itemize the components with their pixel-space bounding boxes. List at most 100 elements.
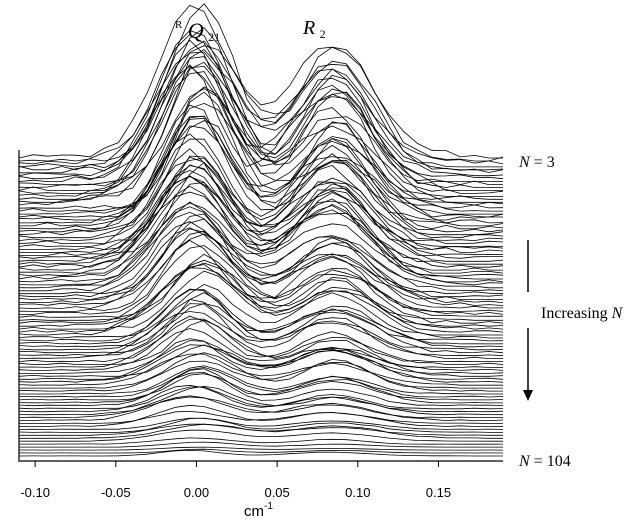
spectrum-trace — [18, 40, 504, 171]
spectrum-trace — [19, 227, 504, 304]
spectrum-trace — [18, 169, 504, 262]
spectrum-trace — [18, 289, 504, 345]
spectrum-trace — [19, 201, 504, 292]
spectrum-trace — [18, 88, 503, 203]
spectrum-trace — [19, 164, 504, 250]
spectrum-trace — [18, 27, 504, 180]
spectrum-trace — [19, 423, 503, 439]
spectrum-trace — [18, 448, 504, 454]
spectrum-trace — [18, 270, 504, 330]
spectrum-trace — [18, 259, 504, 318]
spectrum-trace — [18, 396, 504, 419]
x-axis-title: cm-1 — [244, 501, 273, 520]
spectrum-trace — [19, 115, 504, 227]
spectrum-trace — [18, 211, 503, 289]
spectrum-trace — [18, 65, 504, 206]
spectrum-trace — [18, 51, 504, 165]
spectrum-trace — [19, 262, 504, 327]
spectrum-trace — [18, 253, 503, 321]
spectrum-trace — [19, 165, 504, 253]
spectrum-trace — [18, 185, 503, 280]
x-tick-label: 0.10 — [345, 485, 370, 500]
spectrum-trace — [19, 102, 504, 224]
spectrum-trace — [18, 360, 503, 392]
spectrum-trace — [19, 338, 504, 380]
spectrum-trace — [18, 39, 504, 177]
spectrum-trace — [18, 64, 503, 191]
spectrum-trace — [18, 30, 503, 182]
spectrum-trace — [19, 161, 504, 256]
spectrum-trace — [18, 133, 504, 236]
spectrum-trace — [18, 233, 504, 306]
spectrum-trace — [18, 386, 504, 410]
down-arrow-icon — [523, 240, 533, 401]
spectrum-trace — [18, 353, 503, 386]
spectrum-trace — [19, 395, 504, 422]
spectrum-trace — [19, 441, 503, 448]
peak-label-r2: R 2 — [302, 17, 326, 41]
spectrum-trace — [18, 148, 504, 242]
spectrum-trace — [18, 417, 504, 430]
spectrum-trace — [18, 449, 503, 457]
spectrum-trace — [18, 303, 504, 348]
spectrum-trace — [18, 288, 504, 342]
spectrum-trace — [18, 104, 504, 221]
peak-label-rq21: R Q 21 — [175, 15, 220, 44]
spectrum-trace — [19, 182, 504, 274]
spectrum-trace — [18, 311, 503, 359]
spectrum-trace — [18, 328, 504, 371]
spectrum-trace — [18, 245, 504, 324]
spectrum-trace — [19, 230, 504, 315]
spectrum-trace — [19, 365, 503, 395]
x-tick-label: 0.15 — [426, 485, 451, 500]
spectrum-trace — [18, 239, 504, 312]
spectrum-trace — [18, 86, 504, 218]
spectrum-trace — [18, 384, 504, 413]
spectrum-trace — [19, 125, 503, 215]
spectrum-trace — [18, 318, 503, 368]
annotation-n-104: N = 104 — [518, 453, 571, 470]
x-tick-label: -0.05 — [101, 485, 131, 500]
x-tick-label: -0.10 — [20, 485, 50, 500]
x-tick-label: 0.05 — [264, 485, 289, 500]
spectrum-trace — [18, 344, 504, 383]
spectrum-trace — [18, 48, 503, 186]
spectrum-trace — [19, 340, 504, 374]
spectrum-trace — [19, 410, 503, 424]
spectrum-trace — [18, 366, 504, 398]
spectrum-trace — [18, 71, 504, 194]
spectrum-trace — [18, 202, 504, 286]
spectrum-trace — [18, 206, 504, 283]
spectrum-trace — [18, 429, 503, 442]
spectrum-trace — [18, 315, 504, 363]
spectrum-trace — [18, 221, 504, 298]
spectrum-trace — [18, 404, 504, 427]
spectrum-trace — [18, 176, 503, 271]
spectrum-trace — [18, 218, 503, 301]
spectrum-trace — [18, 298, 504, 351]
spectrum-trace — [18, 91, 504, 209]
spectrum-trace — [18, 175, 503, 265]
annotation-n-3: N = 3 — [518, 154, 555, 171]
annotation-increasing-n: Increasing N — [541, 305, 624, 322]
x-tick-label: 0.00 — [184, 485, 209, 500]
spectrum-trace — [18, 120, 504, 233]
spectrum-trace — [19, 437, 504, 445]
spectrum-trace — [18, 283, 503, 339]
spectrum-trace — [18, 264, 504, 333]
spectrum-trace — [18, 4, 503, 159]
spectrum-trace — [18, 371, 504, 407]
spectra-traces — [18, 3, 504, 457]
x-ticks: -0.10 -0.05 0.00 0.05 0.10 0.15 — [20, 461, 451, 500]
spectrum-trace — [18, 385, 504, 416]
spectrum-trace — [19, 352, 503, 389]
spectrum-trace — [19, 45, 504, 174]
spectrum-trace — [18, 115, 504, 230]
spectrum-trace — [18, 292, 504, 354]
spectrum-trace — [18, 344, 504, 377]
spectrum-trace — [18, 157, 504, 247]
spectrum-trace — [18, 56, 503, 197]
spectrum-trace — [18, 3, 504, 162]
spectrum-trace — [18, 138, 504, 239]
